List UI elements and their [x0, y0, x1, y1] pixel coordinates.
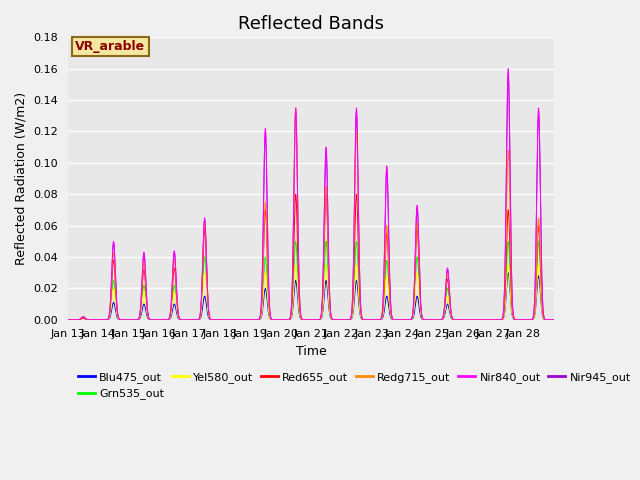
Title: Reflected Bands: Reflected Bands: [238, 15, 384, 33]
Legend: Blu475_out, Grn535_out, Yel580_out, Red655_out, Redg715_out, Nir840_out, Nir945_: Blu475_out, Grn535_out, Yel580_out, Red6…: [74, 368, 636, 404]
Text: VR_arable: VR_arable: [76, 40, 145, 53]
X-axis label: Time: Time: [296, 345, 326, 358]
Y-axis label: Reflected Radiation (W/m2): Reflected Radiation (W/m2): [15, 92, 28, 265]
